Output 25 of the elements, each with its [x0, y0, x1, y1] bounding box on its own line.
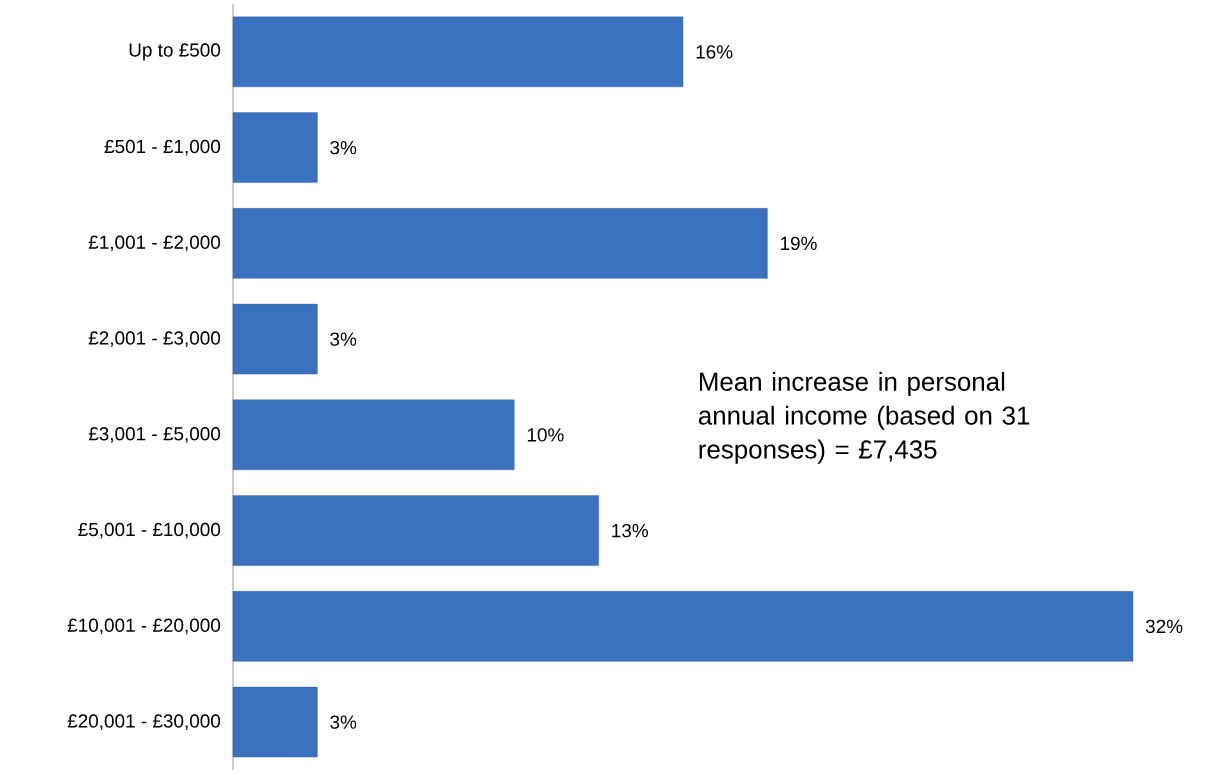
bar	[232, 16, 684, 88]
y-tick-label: £10,001 - £20,000	[67, 618, 221, 635]
bar	[232, 112, 318, 183]
data-label: 3%	[330, 140, 357, 155]
bar	[232, 591, 1134, 662]
data-label: 13%	[612, 523, 648, 538]
data-label: 3%	[330, 332, 357, 346]
y-tick-label: £2,001 - £3,000	[88, 331, 221, 347]
bar	[232, 399, 515, 471]
y-tick-label: £3,001 - £5,000	[88, 427, 221, 443]
data-label: 19%	[780, 236, 817, 251]
y-tick-label: £5,001 - £10,000	[78, 522, 221, 539]
bar	[232, 686, 318, 758]
y-tick-label: Up to £500	[129, 43, 221, 61]
data-label: 10%	[527, 428, 564, 442]
bar	[232, 208, 768, 279]
data-label: 16%	[696, 45, 733, 59]
data-label: 3%	[330, 715, 357, 729]
y-tick-label: £501 - £1,000	[104, 139, 221, 156]
bar	[232, 495, 599, 566]
y-tick-label: £20,001 - £30,000	[67, 714, 221, 730]
annotation: Mean increase in personal annual income (based on 31 responses) = £7,435	[698, 371, 1030, 464]
data-label: 32%	[1145, 619, 1183, 634]
y-tick-label: £1,001 - £2,000	[88, 235, 221, 252]
bar	[232, 303, 318, 375]
